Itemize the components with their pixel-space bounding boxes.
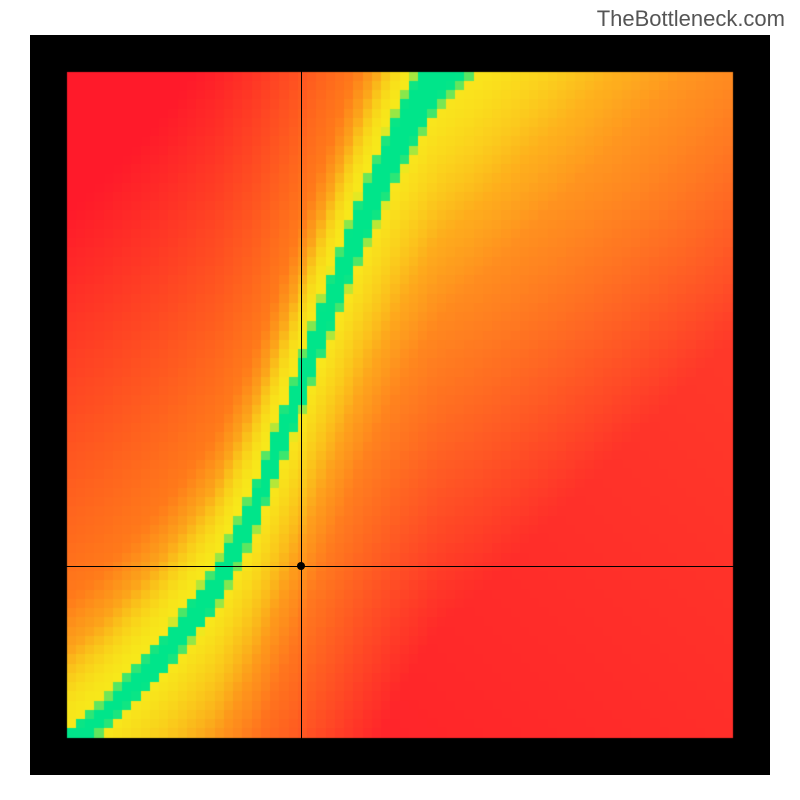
crosshair-horizontal	[58, 566, 742, 567]
plot-area	[30, 35, 770, 775]
heatmap-canvas	[30, 35, 770, 775]
crosshair-vertical	[301, 63, 302, 747]
figure-container: TheBottleneck.com	[0, 0, 800, 800]
watermark-text: TheBottleneck.com	[597, 6, 785, 32]
crosshair-point	[297, 562, 305, 570]
